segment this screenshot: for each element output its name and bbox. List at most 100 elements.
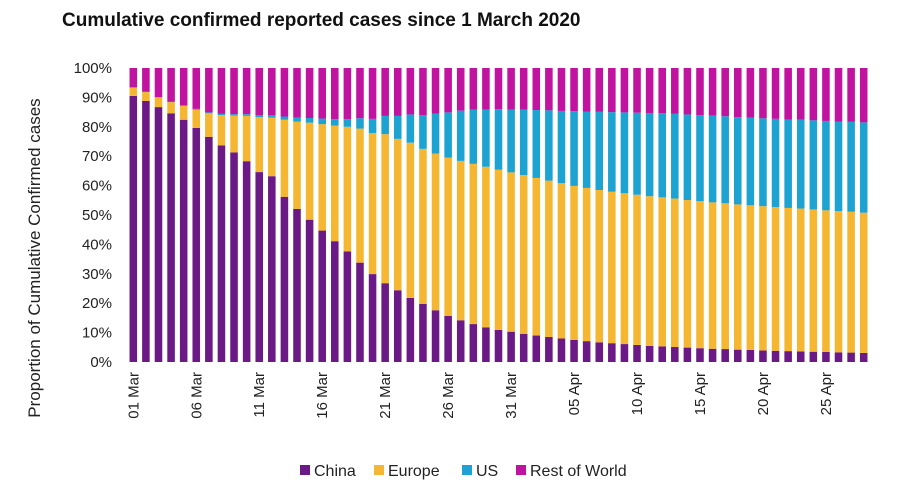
bar-segment-us xyxy=(545,110,553,181)
bar-segment-us xyxy=(393,115,402,139)
bar-segment-china xyxy=(444,315,452,362)
bar-segment-china xyxy=(356,262,364,362)
bar-segment-rest-of-world xyxy=(847,68,855,122)
bar-segment-us xyxy=(822,120,830,211)
bar-segment-china xyxy=(343,251,352,362)
bar-segment-rest-of-world xyxy=(268,68,276,116)
bar-segment-china xyxy=(167,113,175,362)
bar-segment-china xyxy=(431,310,440,362)
bar-segment-rest-of-world xyxy=(318,68,326,119)
legend-label-rest-of-world: Rest of World xyxy=(530,463,627,480)
bar-segment-us xyxy=(784,119,792,208)
bar-segment-china xyxy=(759,350,767,362)
x-tick-label: 10 Apr xyxy=(629,372,646,415)
bar-segment-rest-of-world xyxy=(809,68,818,121)
bar-segment-us xyxy=(167,101,175,103)
bar-segment-china xyxy=(192,127,201,362)
bar-segment-china xyxy=(733,349,742,362)
bar-segment-rest-of-world xyxy=(456,68,465,111)
y-tick-label: 40% xyxy=(82,236,112,253)
bar-segment-europe xyxy=(456,160,465,321)
x-tick-label: 15 Apr xyxy=(692,372,709,415)
bar-segment-europe xyxy=(633,194,641,345)
bar-segment-us xyxy=(381,115,389,135)
bar-segment-europe xyxy=(305,122,314,220)
bar-segment-europe xyxy=(771,207,780,351)
bar-segment-china xyxy=(683,347,692,362)
bar-segment-rest-of-world xyxy=(217,68,226,114)
x-axis-ticks: 01 Mar 06 Mar 11 Mar 16 Mar 21 Mar 26 Mar 31 M… xyxy=(125,372,835,419)
y-tick-label: 50% xyxy=(82,207,112,224)
bar-segment-us xyxy=(242,114,251,116)
bar-segment-us xyxy=(368,118,377,133)
bar-segment-europe xyxy=(482,166,490,328)
bar-segment-us xyxy=(494,109,503,170)
bar-segment-europe xyxy=(532,177,541,336)
bar-segment-us xyxy=(192,108,201,110)
bar-segment-rest-of-world xyxy=(280,68,289,117)
bar-segment-china xyxy=(293,208,301,362)
bar-segment-europe xyxy=(620,193,629,345)
y-tick-label: 90% xyxy=(82,89,112,106)
bar-segment-us xyxy=(696,115,704,202)
bar-segment-europe xyxy=(255,117,264,173)
bar-segment-rest-of-world xyxy=(696,68,704,116)
bar-segment-china xyxy=(419,303,427,362)
bar-segment-us xyxy=(519,109,528,176)
bar-segment-us xyxy=(318,118,326,125)
bar-segment-europe xyxy=(217,115,226,146)
chart-title: Cumulative confirmed reported cases sinc… xyxy=(62,10,581,31)
bar-segment-us xyxy=(671,113,679,199)
bar-segment-china xyxy=(859,352,868,362)
x-tick-label: 31 Mar xyxy=(503,372,520,419)
bar-segment-europe xyxy=(708,202,717,349)
legend-label-china: China xyxy=(314,463,356,480)
bar-segment-rest-of-world xyxy=(658,68,666,114)
bar-segment-europe xyxy=(469,163,478,325)
bar-segment-us xyxy=(293,117,301,122)
bar-segment-us xyxy=(859,122,868,213)
bar-segment-rest-of-world xyxy=(784,68,792,120)
bar-segment-china xyxy=(557,338,566,362)
bar-segment-china xyxy=(242,161,251,362)
bar-segment-rest-of-world xyxy=(834,68,843,122)
bar-segment-rest-of-world xyxy=(633,68,641,113)
bar-segment-china xyxy=(532,335,541,362)
bar-segment-rest-of-world xyxy=(406,68,415,115)
bar-segment-china xyxy=(154,107,163,362)
bar-segment-rest-of-world xyxy=(356,68,364,119)
y-tick-label: 100% xyxy=(74,60,112,77)
bar-segment-china xyxy=(708,348,717,362)
bar-segment-us xyxy=(645,112,654,197)
x-tick-label: 16 Mar xyxy=(314,372,331,419)
bar-segment-europe xyxy=(834,211,843,353)
bar-segment-us xyxy=(809,120,818,210)
y-tick-label: 70% xyxy=(82,148,112,165)
legend-swatch-rest-of-world xyxy=(516,465,526,475)
bar-segment-us xyxy=(356,118,364,129)
y-axis-ticks: 0% 10% 20% 30% 40% 50% 60% 70% 80% 90% 100% xyxy=(74,60,112,371)
bar-segment-europe xyxy=(142,92,150,101)
bar-segment-us xyxy=(796,119,805,209)
bar-segment-europe xyxy=(645,196,654,346)
bars-layer xyxy=(129,68,868,363)
bar-segment-rest-of-world xyxy=(242,68,251,115)
x-tick-label: 21 Mar xyxy=(377,372,394,419)
bar-segment-us xyxy=(179,105,188,106)
bar-segment-europe xyxy=(129,87,138,96)
bar-segment-europe xyxy=(242,115,251,162)
bar-segment-china xyxy=(721,349,729,362)
y-axis-label: Proportion of Cumulative Confirmed cases xyxy=(25,98,44,417)
bar-segment-us xyxy=(721,116,729,204)
bar-segment-europe xyxy=(154,97,163,108)
y-tick-label: 10% xyxy=(82,325,112,342)
bar-segment-us xyxy=(280,116,289,120)
bar-segment-china xyxy=(595,342,604,362)
bar-segment-china xyxy=(696,348,704,362)
bar-segment-us xyxy=(230,114,238,116)
bar-segment-rest-of-world xyxy=(393,68,402,116)
bar-segment-china xyxy=(179,119,188,363)
bar-segment-europe xyxy=(507,172,515,332)
